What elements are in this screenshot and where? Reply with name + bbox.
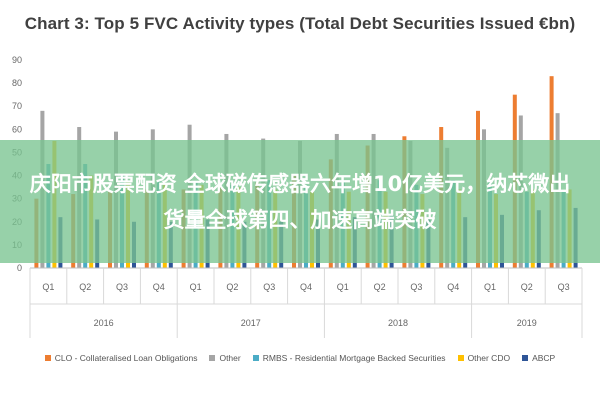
x-tick-label: Q1 [337, 282, 349, 292]
legend-item: Other [209, 353, 241, 363]
overlay-headline: 庆阳市股票配资 全球磁传感器六年增10亿美元，纳芯微出货量全球第四、加速高端突破 [29, 172, 571, 232]
x-tick-label: Q3 [558, 282, 570, 292]
legend-label: Other CDO [467, 353, 511, 363]
year-label: 2019 [517, 318, 537, 328]
chart-title: Chart 3: Top 5 FVC Activity types (Total… [24, 14, 576, 33]
y-tick-label: 80 [12, 78, 22, 88]
x-tick-label: Q2 [79, 282, 91, 292]
x-tick-label: Q4 [153, 282, 165, 292]
overlay-banner [0, 140, 600, 263]
x-tick-label: Q2 [521, 282, 533, 292]
x-tick-label: Q3 [263, 282, 275, 292]
legend-label: ABCP [532, 353, 556, 363]
legend-label: RMBS - Residential Mortgage Backed Secur… [262, 353, 446, 363]
y-tick-label: 0 [17, 263, 22, 273]
y-tick-label: 90 [12, 55, 22, 65]
x-tick-label: Q1 [484, 282, 496, 292]
chart-legend: CLO - Collateralised Loan Obligations Oth… [0, 353, 600, 363]
legend-swatch [44, 355, 51, 361]
x-tick-label: Q4 [300, 282, 312, 292]
legend-swatch [522, 355, 529, 361]
legend-swatch [457, 355, 464, 361]
legend-swatch [252, 355, 259, 361]
legend-label: CLO - Collateralised Loan Obligations [54, 353, 198, 363]
year-label: 2016 [94, 318, 114, 328]
x-tick-label: Q1 [190, 282, 202, 292]
x-tick-label: Q1 [42, 282, 54, 292]
legend-swatch [209, 355, 216, 361]
x-tick-label: Q2 [374, 282, 386, 292]
legend-item: RMBS - Residential Mortgage Backed Secur… [252, 353, 446, 363]
x-tick-label: Q4 [447, 282, 459, 292]
legend-item: CLO - Collateralised Loan Obligations [44, 353, 198, 363]
legend-label: Other [219, 353, 241, 363]
y-tick-label: 70 [12, 101, 22, 111]
y-tick-label: 60 [12, 124, 22, 134]
x-tick-label: Q3 [410, 282, 422, 292]
x-tick-label: Q2 [226, 282, 238, 292]
legend-item: ABCP [522, 353, 555, 363]
year-label: 2018 [388, 318, 408, 328]
x-tick-label: Q3 [116, 282, 128, 292]
legend-item: Other CDO [457, 353, 511, 363]
year-label: 2017 [241, 318, 261, 328]
